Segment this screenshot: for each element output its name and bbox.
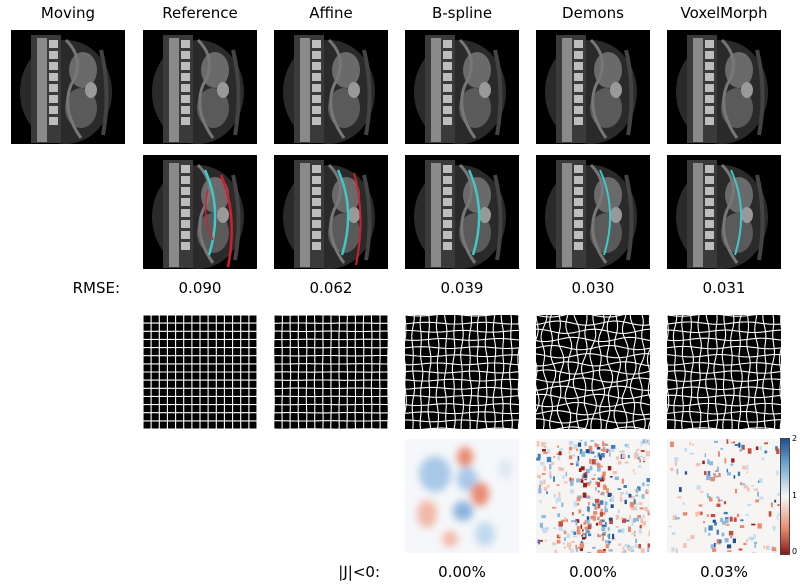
rmse-value-demons: 0.030 xyxy=(571,279,615,297)
deformation-grid-affine xyxy=(274,315,388,429)
deformation-grid-voxelmorph xyxy=(667,315,781,429)
jacobian-colorbar xyxy=(780,438,790,555)
column-header-demons: Demons xyxy=(562,4,624,22)
jacobian-map-demons xyxy=(536,439,650,553)
overlay-demons-image xyxy=(536,155,650,269)
overlay-bspline-image xyxy=(405,155,519,269)
colorbar-tick-max: 2 xyxy=(792,434,798,443)
deformation-grid-demons xyxy=(536,315,650,429)
rmse-value-reference: 0.090 xyxy=(178,279,222,297)
overlay-voxelmorph-image xyxy=(667,155,781,269)
overlay-affine-image xyxy=(274,155,388,269)
overlay-reference-image xyxy=(143,155,257,269)
column-header-reference: Reference xyxy=(162,4,238,22)
mri-reference-image xyxy=(143,30,257,144)
jacobian-value-voxelmorph: 0.03% xyxy=(700,563,748,581)
deformation-grid-bspline xyxy=(405,315,519,429)
jacobian-map-voxelmorph xyxy=(667,439,781,553)
jacobian-value-bspline: 0.00% xyxy=(438,563,486,581)
mri-moving-image xyxy=(11,30,125,144)
mri-demons-image xyxy=(536,30,650,144)
colorbar-tick-mid: 1 xyxy=(792,491,798,500)
column-header-voxelmorph: VoxelMorph xyxy=(680,4,768,22)
colorbar-tick-min: 0 xyxy=(792,547,798,556)
jacobian-negative-label: |J|<0: xyxy=(338,563,380,581)
column-header-affine: Affine xyxy=(309,4,353,22)
mri-bspline-image xyxy=(405,30,519,144)
column-header-bspline: B-spline xyxy=(431,4,493,22)
jacobian-value-demons: 0.00% xyxy=(569,563,617,581)
rmse-value-affine: 0.062 xyxy=(309,279,353,297)
rmse-value-voxelmorph: 0.031 xyxy=(702,279,746,297)
mri-voxelmorph-image xyxy=(667,30,781,144)
rmse-label: RMSE: xyxy=(72,279,120,297)
deformation-grid-reference xyxy=(143,315,257,429)
rmse-value-bspline: 0.039 xyxy=(440,279,484,297)
mri-affine-image xyxy=(274,30,388,144)
column-header-moving: Moving xyxy=(40,4,96,22)
jacobian-map-bspline xyxy=(405,439,519,553)
